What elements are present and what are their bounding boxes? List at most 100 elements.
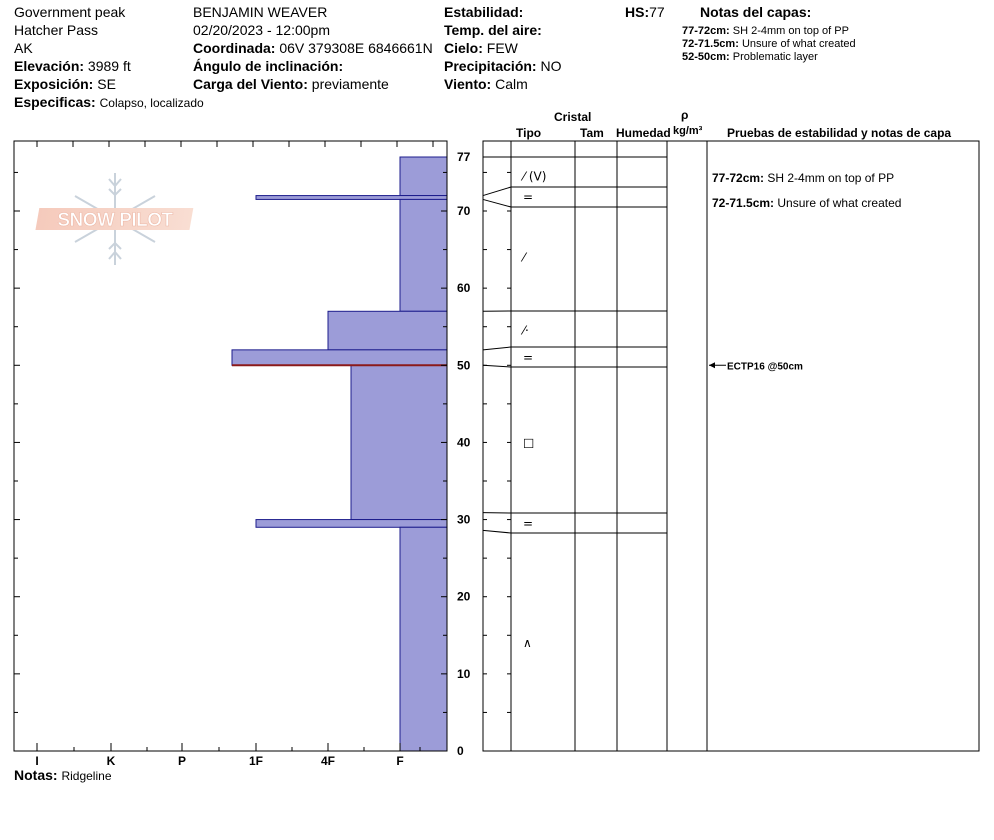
precip-row: Precipitación: NO — [444, 58, 561, 74]
col-tests: Pruebas de estabilidad y notas de capa — [727, 126, 952, 140]
notes-value: Ridgeline — [61, 769, 112, 783]
layer-note-1: 72-71.5cm: Unsure of what created — [682, 38, 856, 50]
col-crystal: Cristal — [554, 110, 592, 124]
air-temp-label: Temp. del aire: — [444, 22, 542, 38]
x-tick-label: I — [35, 754, 38, 768]
layer-note-2: 52-50cm: Problematic layer — [682, 51, 818, 63]
hardness-bar-1 — [255, 195, 448, 200]
aspect-row: Exposición: SE — [14, 76, 116, 92]
coord-label: Coordinada: — [193, 40, 276, 56]
wind-load-value: previamente — [311, 76, 389, 92]
table-frame — [482, 140, 980, 752]
layer-connector — [482, 529, 512, 534]
hardness-bar-4 — [231, 349, 448, 366]
y-tick-label: 50 — [457, 358, 471, 372]
wind-row: Viento: Calm — [444, 76, 528, 92]
y-tick-label: 60 — [457, 281, 471, 295]
x-tick-label: 1F — [249, 754, 263, 768]
col-rho: ρ — [681, 108, 689, 122]
wind-label: Viento: — [444, 76, 492, 92]
hardness-layers — [231, 156, 448, 752]
coord-row: Coordinada: 06V 379308E 6846661N — [193, 40, 433, 56]
y-tick-label: 10 — [457, 667, 471, 681]
crystal-symbol-2: ⁄ — [520, 250, 528, 264]
range: Hatcher Pass — [14, 22, 99, 38]
sky-row: Cielo: FEW — [444, 40, 520, 56]
y-tick-label: 0 — [457, 744, 464, 758]
stability-row: Estabilidad: — [444, 4, 526, 20]
stability-label: Estabilidad: — [444, 4, 524, 20]
layer-connector — [482, 364, 512, 368]
y-tick-label: 77 — [457, 150, 471, 164]
hardness-bar-6 — [255, 519, 448, 528]
hardness-bar-7 — [399, 526, 448, 752]
state: AK — [14, 40, 33, 56]
crystal-symbol-3: ⁄· — [520, 324, 529, 338]
precip-label: Precipitación: — [444, 58, 537, 74]
y-tick-label: 20 — [457, 590, 471, 604]
col-type: Tipo — [516, 126, 542, 140]
notes-label: Notas: — [14, 767, 58, 783]
crystal-symbol-7: ∧ — [523, 636, 532, 650]
layer-note-0: 77-72cm: SH 2-4mm on top of PP — [682, 25, 849, 37]
y-tick-label: 70 — [457, 204, 471, 218]
aspect-label: Exposición: — [14, 76, 94, 92]
crystal-symbol-0: ⁄ (V) — [520, 169, 546, 183]
col-size: Tam — [580, 126, 604, 140]
hs-row: HS:77 — [625, 4, 665, 20]
specifics-value: Colapso, localizado — [99, 96, 204, 110]
sky-label: Cielo: — [444, 40, 483, 56]
test-note-1: 72-71.5cm: Unsure of what created — [712, 196, 901, 210]
hardness-chart-frame: 0 10 20 30 40 50 60 70 77 I K P 1F 4F F — [13, 140, 471, 768]
specifics-row: Especificas: Colapso, localizado — [14, 94, 204, 110]
aspect-value: SE — [97, 76, 116, 92]
sky-value: FEW — [486, 40, 518, 56]
y-tick-label: 40 — [457, 435, 471, 449]
hardness-bar-3 — [327, 310, 448, 351]
hardness-frame — [13, 140, 448, 752]
x-tick-label: 4F — [321, 754, 335, 768]
wind-value: Calm — [495, 76, 528, 92]
hs-value: 77 — [649, 4, 665, 20]
col-density-unit: kg/m³ — [673, 125, 703, 137]
specifics-label: Especificas: — [14, 94, 96, 110]
layer-connector — [482, 186, 512, 197]
hardness-bar-0 — [399, 156, 448, 197]
wind-load-label: Carga del Viento: — [193, 76, 308, 92]
elevation-label: Elevación: — [14, 58, 85, 74]
hs-label: HS: — [625, 4, 650, 20]
incline-label: Ángulo de inclinación: — [193, 58, 344, 74]
test-label-0: ECTP16 @50cm — [727, 361, 803, 372]
crystal-symbol-4: = — [523, 351, 533, 365]
hardness-bar-2 — [399, 198, 448, 312]
x-tick-label: K — [107, 754, 116, 768]
layer-notes-title: Notas del capas: — [700, 4, 812, 20]
col-moisture: Humedad — [616, 126, 671, 140]
snowpilot-logo: SNOW PILOT — [35, 173, 194, 265]
wind-load-row: Carga del Viento: previamente — [193, 76, 389, 92]
datetime: 02/20/2023 - 12:00pm — [193, 22, 330, 38]
test-arrow-head — [709, 362, 715, 369]
layer-table: ⁄ (V) = ⁄ ⁄· = □ = ∧ 77-72cm: SH 2-4mm on top of… — [482, 140, 980, 752]
notes-row: Notas: Ridgeline — [14, 767, 112, 783]
precip-value: NO — [540, 58, 562, 74]
observer: BENJAMIN WEAVER — [193, 4, 328, 20]
layer-connector — [482, 346, 512, 351]
coord-value: 06V 379308E 6846661N — [279, 40, 433, 56]
test-note-0: 77-72cm: SH 2-4mm on top of PP — [712, 171, 894, 185]
layer-connector — [482, 198, 512, 208]
crystal-symbol-1: = — [523, 190, 533, 204]
location: Government peak — [14, 4, 126, 20]
crystal-symbol-5: □ — [523, 435, 534, 449]
crystal-symbol-6: = — [523, 516, 533, 530]
x-tick-label: F — [396, 754, 403, 768]
x-tick-label: P — [178, 754, 186, 768]
hardness-bar-5 — [350, 364, 448, 521]
y-tick-label: 30 — [457, 513, 471, 527]
elevation-value: 3989 ft — [87, 58, 131, 74]
incline-row: Ángulo de inclinación: — [193, 58, 343, 74]
logo-text: SNOW PILOT — [57, 210, 173, 231]
elevation-row: Elevación: 3989 ft — [14, 58, 131, 74]
air-temp-row: Temp. del aire: — [444, 22, 542, 38]
